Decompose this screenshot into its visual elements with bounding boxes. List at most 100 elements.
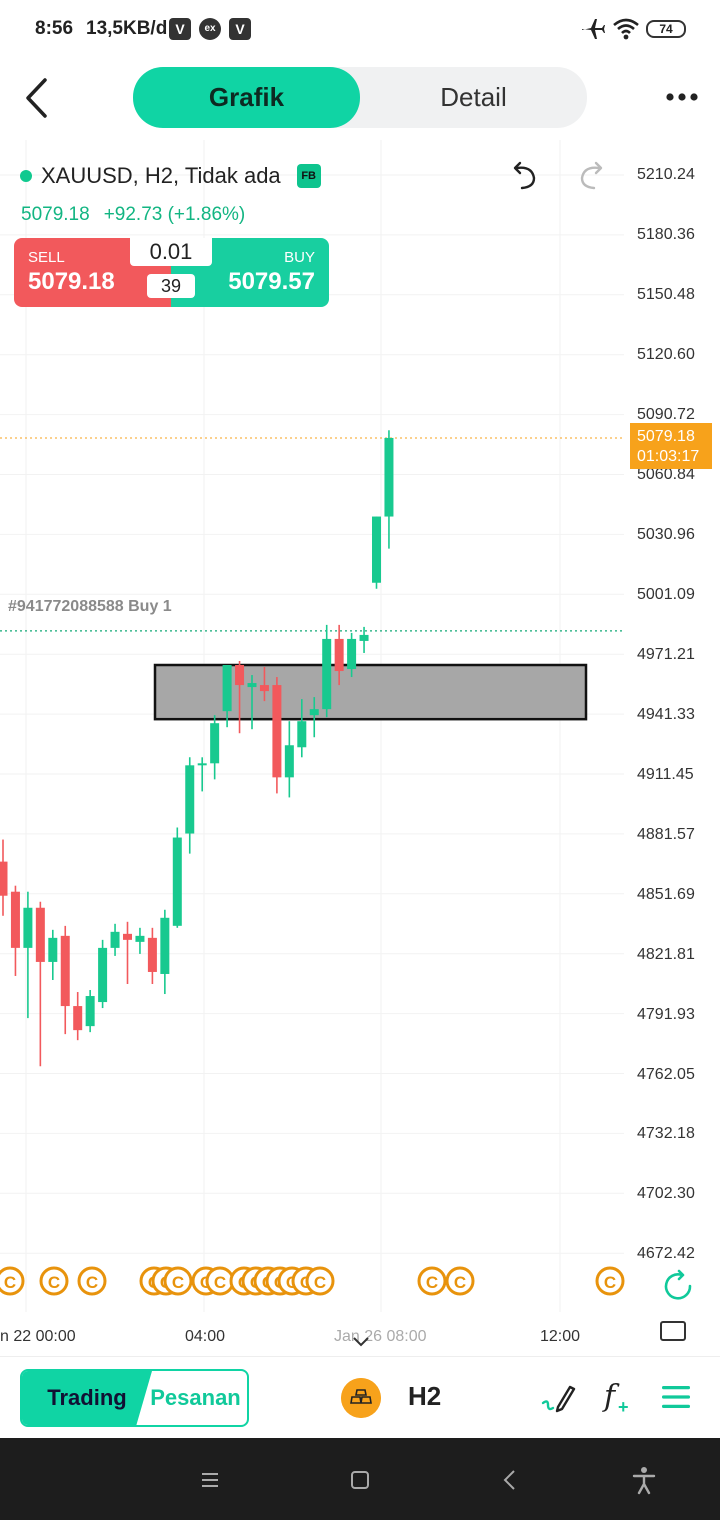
price-chart[interactable]: CCCCCCCCCCCCCCCCCC [0, 140, 720, 1360]
candle-body [60, 935, 70, 1007]
economic-event-marker[interactable]: C [77, 1266, 107, 1296]
back-button[interactable] [20, 76, 60, 120]
y-tick-label: 4881.57 [637, 826, 695, 843]
gold-asset-icon[interactable] [341, 1378, 381, 1418]
svg-text:C: C [48, 1273, 60, 1292]
reset-view-icon[interactable] [660, 1268, 696, 1304]
menu-icon[interactable] [662, 1384, 690, 1410]
economic-event-marker[interactable]: C [0, 1266, 25, 1296]
svg-text:C: C [172, 1273, 184, 1292]
economic-event-marker[interactable]: C [417, 1266, 447, 1296]
tab-pesanan[interactable]: Pesanan [150, 1385, 241, 1410]
y-tick-label: 4851.69 [637, 886, 695, 903]
sell-button[interactable]: SELL 5079.18 [14, 238, 171, 307]
candle-body [309, 709, 319, 716]
candle-body [272, 685, 282, 778]
tab-grafik[interactable]: Grafik [133, 67, 360, 128]
x-tick-label: Jan 26 08:00 [334, 1328, 427, 1345]
svg-text:C: C [314, 1273, 326, 1292]
market-open-dot [20, 170, 32, 182]
accessibility-icon[interactable] [626, 1462, 662, 1498]
status-time: 8:56 [35, 18, 74, 39]
chart-area[interactable]: CCCCCCCCCCCCCCCCCC [0, 140, 720, 1360]
y-tick-label: 4971.21 [637, 646, 695, 663]
candle-body [259, 685, 269, 692]
candle-body [334, 638, 344, 672]
candle-body [297, 721, 307, 748]
svg-text:C: C [604, 1273, 616, 1292]
lot-size-input[interactable]: 0.01 [130, 238, 212, 266]
y-tick-label: 4732.18 [637, 1125, 695, 1142]
symbol-name: XAUUSD, H2, Tidak ada [41, 163, 281, 188]
economic-event-marker[interactable]: C [445, 1266, 475, 1296]
candle-body [123, 933, 132, 940]
candle-body [110, 931, 120, 948]
y-tick-label: 5090.72 [637, 406, 695, 423]
mode-switch: Pesanan Trading [20, 1369, 249, 1427]
candle-body [160, 917, 170, 974]
indicator-icon[interactable]: f [604, 1379, 616, 1414]
recent-apps-icon[interactable] [192, 1462, 228, 1498]
sell-price: 5079.18 [28, 268, 115, 295]
symbol-price: 5079.18 [21, 204, 90, 225]
symbol-change: +92.73 (+1.86%) [103, 204, 246, 225]
current-price-value: 5079.18 [637, 428, 695, 445]
y-tick-label: 5120.60 [637, 346, 695, 363]
candle-body [210, 723, 220, 764]
chevron-down-icon[interactable] [352, 1336, 370, 1348]
svg-text:C: C [4, 1273, 16, 1292]
economic-event-marker[interactable]: C [39, 1266, 69, 1296]
economic-event-marker[interactable]: C [163, 1266, 193, 1296]
svg-text:C: C [426, 1273, 438, 1292]
status-bar: 8:56 13,5KB/d V ex V 74 [0, 0, 720, 60]
y-tick-label: 5030.96 [637, 526, 695, 543]
sell-label: SELL [28, 249, 65, 266]
svg-text:C: C [214, 1273, 226, 1292]
candle-body [359, 634, 369, 641]
indicator-plus-icon: + [618, 1397, 629, 1417]
y-tick-label: 4762.05 [637, 1066, 695, 1083]
one-click-trade-panel: SELL 5079.18 BUY 5079.57 0.01 39 [14, 238, 329, 307]
candle-body [384, 437, 394, 517]
candle-body [222, 665, 232, 712]
x-tick-label: 12:00 [540, 1328, 581, 1345]
y-tick-label: 4702.30 [637, 1185, 695, 1202]
symbol-header: XAUUSD, H2, Tidak ada FB [20, 163, 321, 189]
buy-price: 5079.57 [228, 268, 315, 295]
bottom-toolbar: Pesanan Trading H2 f + [0, 1356, 720, 1438]
fullscreen-icon[interactable] [660, 1321, 686, 1341]
back-nav-icon[interactable] [492, 1462, 528, 1498]
candle-body [322, 638, 332, 710]
y-tick-label: 4672.42 [637, 1245, 695, 1262]
symbol-price-line: 5079.18 +92.73 (+1.86%) [21, 204, 245, 226]
economic-event-marker[interactable]: C [595, 1266, 625, 1296]
candle-body [197, 763, 207, 766]
candle-body [23, 907, 33, 948]
app-ex-icon: ex [199, 18, 221, 40]
timeframe-button[interactable]: H2 [408, 1381, 442, 1411]
battery-icon: 74 [646, 20, 686, 38]
economic-event-marker[interactable]: C [205, 1266, 235, 1296]
more-options-icon[interactable] [664, 84, 700, 110]
tab-detail[interactable]: Detail [440, 82, 507, 112]
candle-body [73, 1006, 83, 1031]
candle-body [135, 935, 145, 942]
symbol-badge: FB [296, 164, 321, 188]
home-icon[interactable] [342, 1462, 378, 1498]
order-line-label[interactable]: #941772088588 Buy 1 [8, 598, 172, 615]
candle-body [247, 683, 257, 688]
drawing-tool-icon[interactable] [540, 1381, 576, 1415]
buy-label: BUY [284, 249, 315, 266]
redo-icon[interactable] [576, 160, 608, 192]
app-v-icon: V [169, 18, 191, 40]
undo-icon[interactable] [508, 160, 540, 192]
x-tick-label: n 22 00:00 [0, 1328, 76, 1345]
x-axis-hover-chip [292, 1324, 432, 1354]
y-tick-label: 4791.93 [637, 1006, 695, 1023]
economic-event-marker[interactable]: C [305, 1266, 335, 1296]
airplane-icon [582, 19, 605, 39]
wifi-icon [613, 18, 639, 40]
svg-text:C: C [454, 1273, 466, 1292]
tab-trading[interactable]: Trading [22, 1371, 152, 1425]
candle-body [48, 937, 58, 962]
